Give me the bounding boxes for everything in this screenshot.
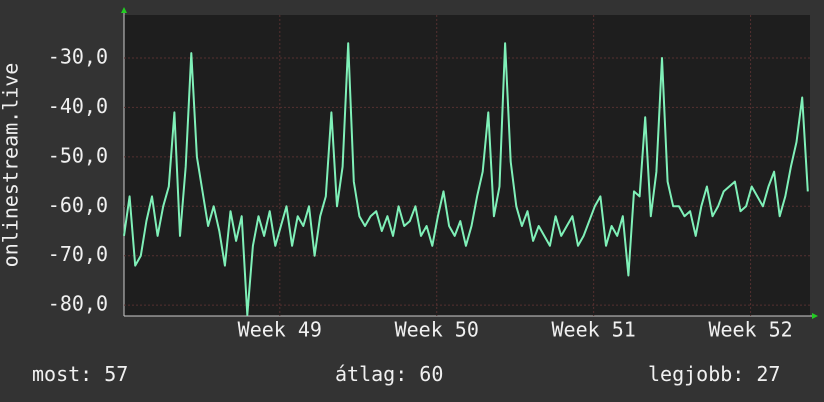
stat-label: most:	[32, 362, 92, 386]
y-axis-label: onlinestream.live	[0, 63, 23, 268]
series-line	[123, 42, 809, 316]
x-tick-label: Week 50	[395, 318, 479, 342]
y-tick-label: -30,0	[48, 45, 108, 69]
x-tick-label: Week 52	[708, 318, 792, 342]
y-tick-label: -80,0	[48, 292, 108, 316]
y-tick-label: -50,0	[48, 143, 108, 167]
x-tick-label: Week 51	[552, 318, 636, 342]
x-tick-label: Week 49	[238, 318, 322, 342]
stat: most: 57	[32, 362, 128, 386]
y-tick-label: -70,0	[48, 242, 108, 266]
stat-label: átlag:	[335, 362, 407, 386]
plot-area	[124, 15, 810, 316]
marks	[123, 15, 810, 316]
stat: átlag: 60	[335, 362, 443, 386]
stat: legjobb: 27	[648, 362, 780, 386]
y-arrow	[121, 7, 127, 13]
stat-value: 27	[756, 362, 780, 386]
stat-value: 57	[104, 362, 128, 386]
stat-value: 60	[419, 362, 443, 386]
stat-label: legjobb:	[648, 362, 744, 386]
x-arrow	[812, 313, 818, 319]
y-tick-label: -40,0	[48, 94, 108, 118]
y-tick-label: -60,0	[48, 193, 108, 217]
